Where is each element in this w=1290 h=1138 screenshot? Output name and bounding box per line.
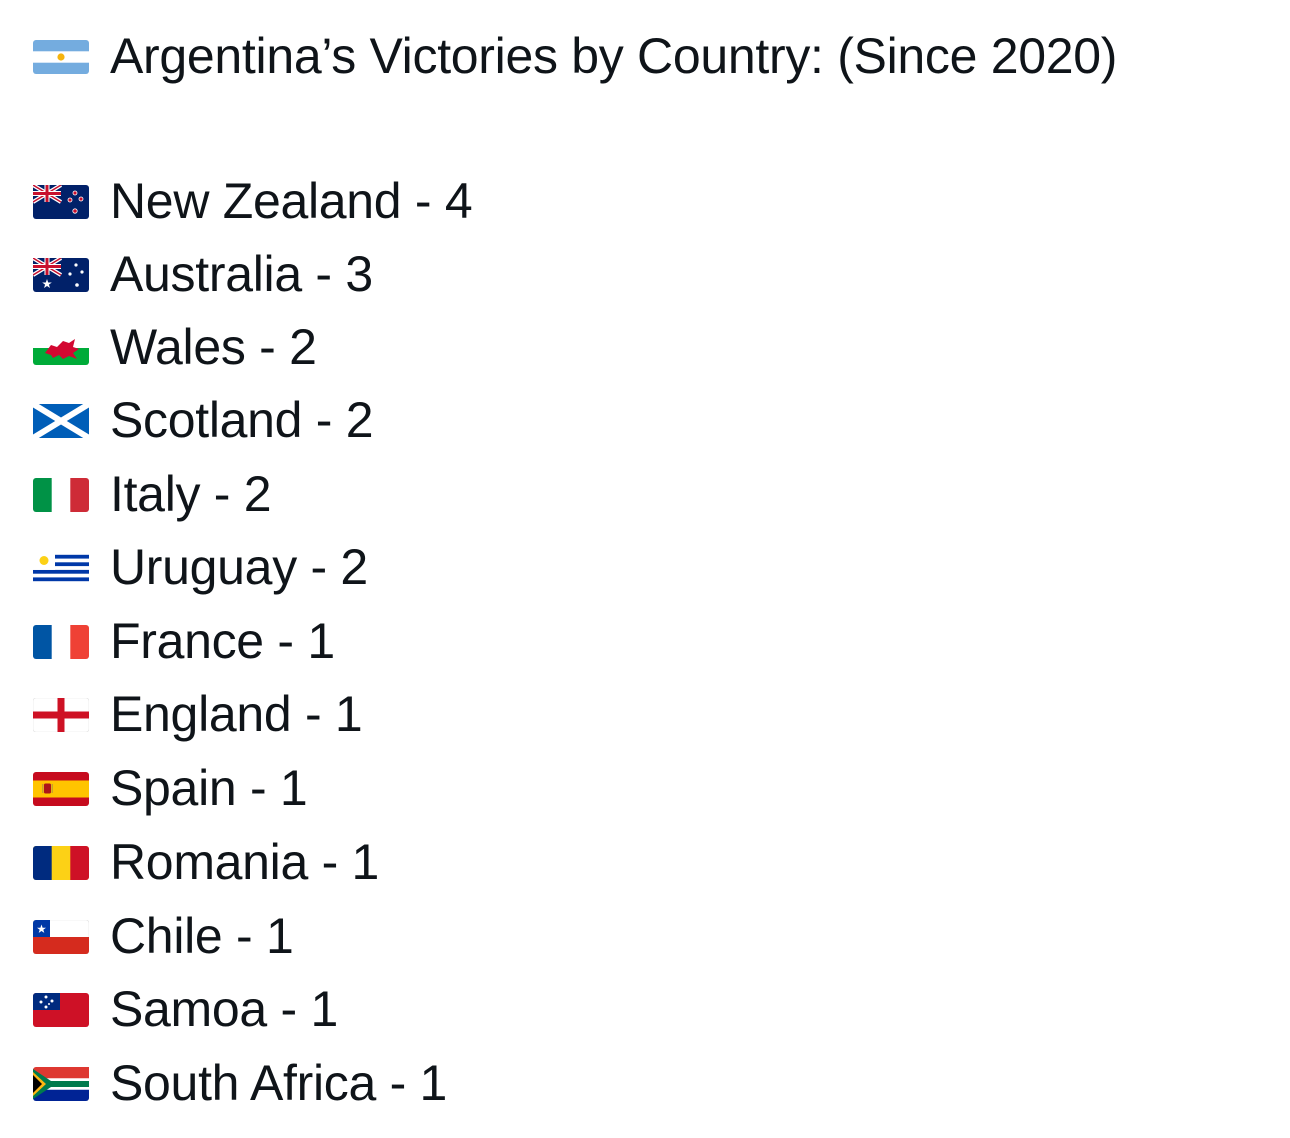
australia-flag-icon [33, 257, 89, 292]
new-zealand-flag-icon [33, 184, 89, 219]
list-item: Australia - 3 [33, 238, 373, 311]
argentina-flag-icon [33, 39, 89, 74]
wales-flag-icon [33, 330, 89, 365]
list-item: Uruguay - 2 [33, 531, 368, 604]
list-item-text: France - 1 [110, 613, 335, 669]
list-item-text: Scotland - 2 [110, 392, 374, 448]
chile-flag-icon [33, 919, 89, 954]
list-item: Chile - 1 [33, 900, 294, 973]
list-item-text: South Africa - 1 [110, 1055, 448, 1111]
list-item-text: Italy - 2 [110, 466, 272, 522]
south-africa-flag-icon [33, 1066, 89, 1101]
list-item-text: England - 1 [110, 686, 363, 742]
title-line: Argentina’s Victories by Country: (Since… [33, 20, 1117, 93]
list-item: Scotland - 2 [33, 384, 374, 457]
england-flag-icon [33, 697, 89, 732]
list-item-text: New Zealand - 4 [110, 173, 473, 229]
uruguay-flag-icon [33, 550, 89, 585]
list-item: England - 1 [33, 678, 363, 751]
list-item-text: Spain - 1 [110, 760, 308, 816]
list-item: Spain - 1 [33, 752, 308, 825]
list-item: New Zealand - 4 [33, 165, 473, 238]
list-item: Wales - 2 [33, 311, 317, 384]
list-item-text: Australia - 3 [110, 246, 373, 302]
list-item-text: Samoa - 1 [110, 981, 338, 1037]
romania-flag-icon [33, 845, 89, 880]
list-item: Romania - 1 [33, 826, 379, 899]
france-flag-icon [33, 624, 89, 659]
list-item-text: Wales - 2 [110, 319, 317, 375]
list-item: South Africa - 1 [33, 1047, 447, 1120]
italy-flag-icon [33, 477, 89, 512]
spain-flag-icon [33, 771, 89, 806]
samoa-flag-icon [33, 992, 89, 1027]
list-item: Italy - 2 [33, 458, 272, 531]
title-text: Argentina’s Victories by Country: (Since… [110, 28, 1118, 84]
list-item: France - 1 [33, 605, 335, 678]
list-item-text: Romania - 1 [110, 834, 380, 890]
list-item: Samoa - 1 [33, 973, 338, 1046]
list-item-text: Uruguay - 2 [110, 539, 368, 595]
list-item-text: Chile - 1 [110, 908, 294, 964]
scotland-flag-icon [33, 403, 89, 438]
